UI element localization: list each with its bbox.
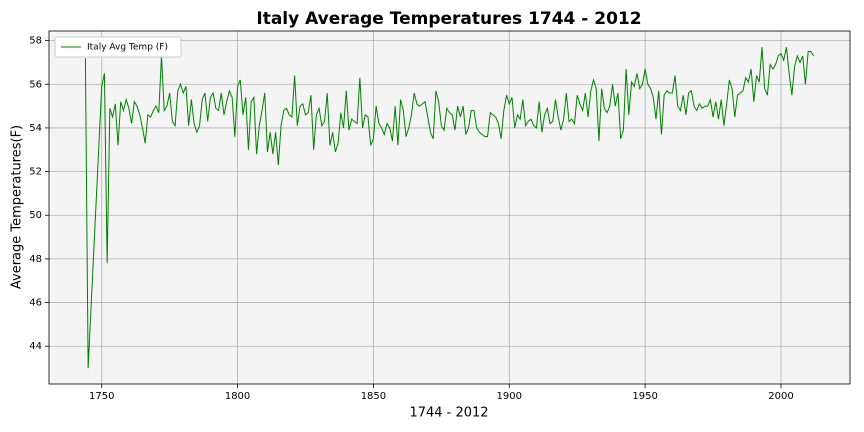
data-line — [84, 47, 815, 369]
y-tick-label: 48 — [29, 254, 42, 265]
x-tick-label: 1950 — [632, 391, 657, 402]
y-tick-label: 58 — [29, 36, 42, 47]
x-tick-label: 1800 — [225, 391, 250, 402]
x-tick-label: 2000 — [768, 391, 793, 402]
chart-title: Italy Average Temperatures 1744 - 2012 — [256, 9, 641, 29]
x-tick-label: 1900 — [497, 391, 522, 402]
plot-frame — [48, 30, 851, 385]
legend-label: Italy Avg Temp (F) — [87, 43, 168, 53]
y-axis-label: Average Temperatures(F) — [10, 125, 25, 289]
legend-box — [54, 36, 182, 58]
y-tick-label: 56 — [29, 79, 42, 90]
y-tick-label: 50 — [29, 210, 42, 221]
y-tick-label: 46 — [29, 298, 42, 309]
x-axis-label: 1744 - 2012 — [409, 406, 488, 421]
x-tick-label: 1850 — [361, 391, 386, 402]
x-tick-label: 1750 — [89, 391, 114, 402]
y-tick-label: 44 — [29, 341, 42, 352]
y-tick-label: 52 — [29, 167, 42, 178]
y-tick-label: 54 — [29, 123, 42, 134]
